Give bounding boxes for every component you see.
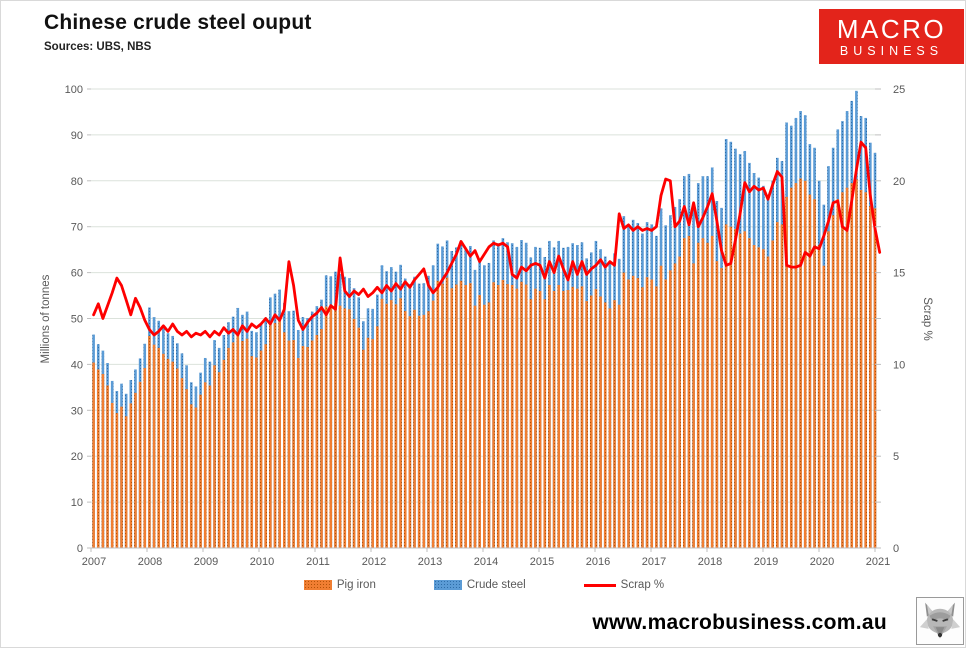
left-axis-ticks: 0 10 20 30 40 50 60 70 80 90 100 bbox=[65, 84, 91, 555]
wolf-icon bbox=[919, 602, 961, 639]
macrobusiness-logo: MACRO BUSINESS bbox=[819, 9, 964, 64]
scrap-line bbox=[92, 140, 882, 339]
wolf-logo-box bbox=[916, 597, 964, 645]
legend-label-crude-steel: Crude steel bbox=[466, 579, 526, 591]
svg-text:20: 20 bbox=[893, 176, 905, 188]
svg-text:2015: 2015 bbox=[530, 556, 554, 568]
crude-steel-swatch bbox=[433, 580, 462, 590]
svg-text:2021: 2021 bbox=[866, 556, 890, 568]
logo-text-business: BUSINESS bbox=[839, 43, 944, 58]
svg-text:2011: 2011 bbox=[306, 556, 330, 568]
svg-text:0: 0 bbox=[893, 543, 899, 555]
svg-text:5: 5 bbox=[893, 451, 899, 463]
svg-text:70: 70 bbox=[71, 222, 83, 234]
title-block: Chinese crude steel ouput Sources: UBS, … bbox=[44, 11, 312, 53]
svg-text:2007: 2007 bbox=[82, 556, 106, 568]
svg-text:10: 10 bbox=[893, 359, 905, 371]
svg-text:80: 80 bbox=[71, 176, 83, 188]
svg-text:2012: 2012 bbox=[362, 556, 386, 568]
legend-item-crude-steel: Crude steel bbox=[433, 579, 526, 591]
svg-text:2017: 2017 bbox=[642, 556, 666, 568]
svg-text:20: 20 bbox=[71, 451, 83, 463]
svg-text:90: 90 bbox=[71, 130, 83, 142]
axis-titles: Millions of tonnes Scrap % bbox=[40, 274, 933, 363]
svg-text:2014: 2014 bbox=[474, 556, 498, 568]
svg-text:30: 30 bbox=[71, 405, 83, 417]
svg-text:50: 50 bbox=[71, 314, 83, 326]
svg-text:15: 15 bbox=[893, 268, 905, 280]
pig-iron-swatch bbox=[303, 580, 332, 590]
svg-text:2013: 2013 bbox=[418, 556, 442, 568]
page-title: Chinese crude steel ouput bbox=[44, 11, 312, 34]
sources-subtitle: Sources: UBS, NBS bbox=[44, 41, 152, 53]
legend-item-pig-iron: Pig iron bbox=[303, 579, 376, 591]
legend-label-scrap: Scrap % bbox=[620, 579, 665, 591]
legend-item-scrap: Scrap % bbox=[583, 579, 665, 591]
svg-text:100: 100 bbox=[65, 84, 83, 96]
svg-text:2009: 2009 bbox=[194, 556, 218, 568]
svg-text:2019: 2019 bbox=[754, 556, 778, 568]
chart-legend: Pig iron Crude steel Scrap % bbox=[1, 575, 965, 595]
right-axis-ticks: 0 5 10 15 20 25 bbox=[875, 84, 905, 555]
website-url: www.macrobusiness.com.au bbox=[592, 611, 887, 634]
left-axis-title: Millions of tonnes bbox=[40, 274, 52, 363]
pig-iron-bars bbox=[92, 178, 877, 549]
right-axis-title: Scrap % bbox=[921, 297, 933, 340]
x-axis-ticks: 2007 2008 2009 2010 2011 2012 2013 2014 2015 2016… bbox=[82, 548, 890, 568]
scrap-line-swatch bbox=[583, 583, 616, 587]
svg-text:2010: 2010 bbox=[250, 556, 274, 568]
logo-text-macro: MACRO bbox=[836, 13, 947, 44]
svg-text:25: 25 bbox=[893, 84, 905, 96]
svg-text:2018: 2018 bbox=[698, 556, 722, 568]
svg-text:2020: 2020 bbox=[810, 556, 834, 568]
legend-label-pig-iron: Pig iron bbox=[336, 579, 376, 591]
svg-text:2008: 2008 bbox=[138, 556, 162, 568]
svg-text:2016: 2016 bbox=[586, 556, 610, 568]
svg-text:40: 40 bbox=[71, 359, 83, 371]
svg-text:60: 60 bbox=[71, 268, 83, 280]
svg-text:0: 0 bbox=[77, 543, 83, 555]
svg-text:10: 10 bbox=[71, 497, 83, 509]
